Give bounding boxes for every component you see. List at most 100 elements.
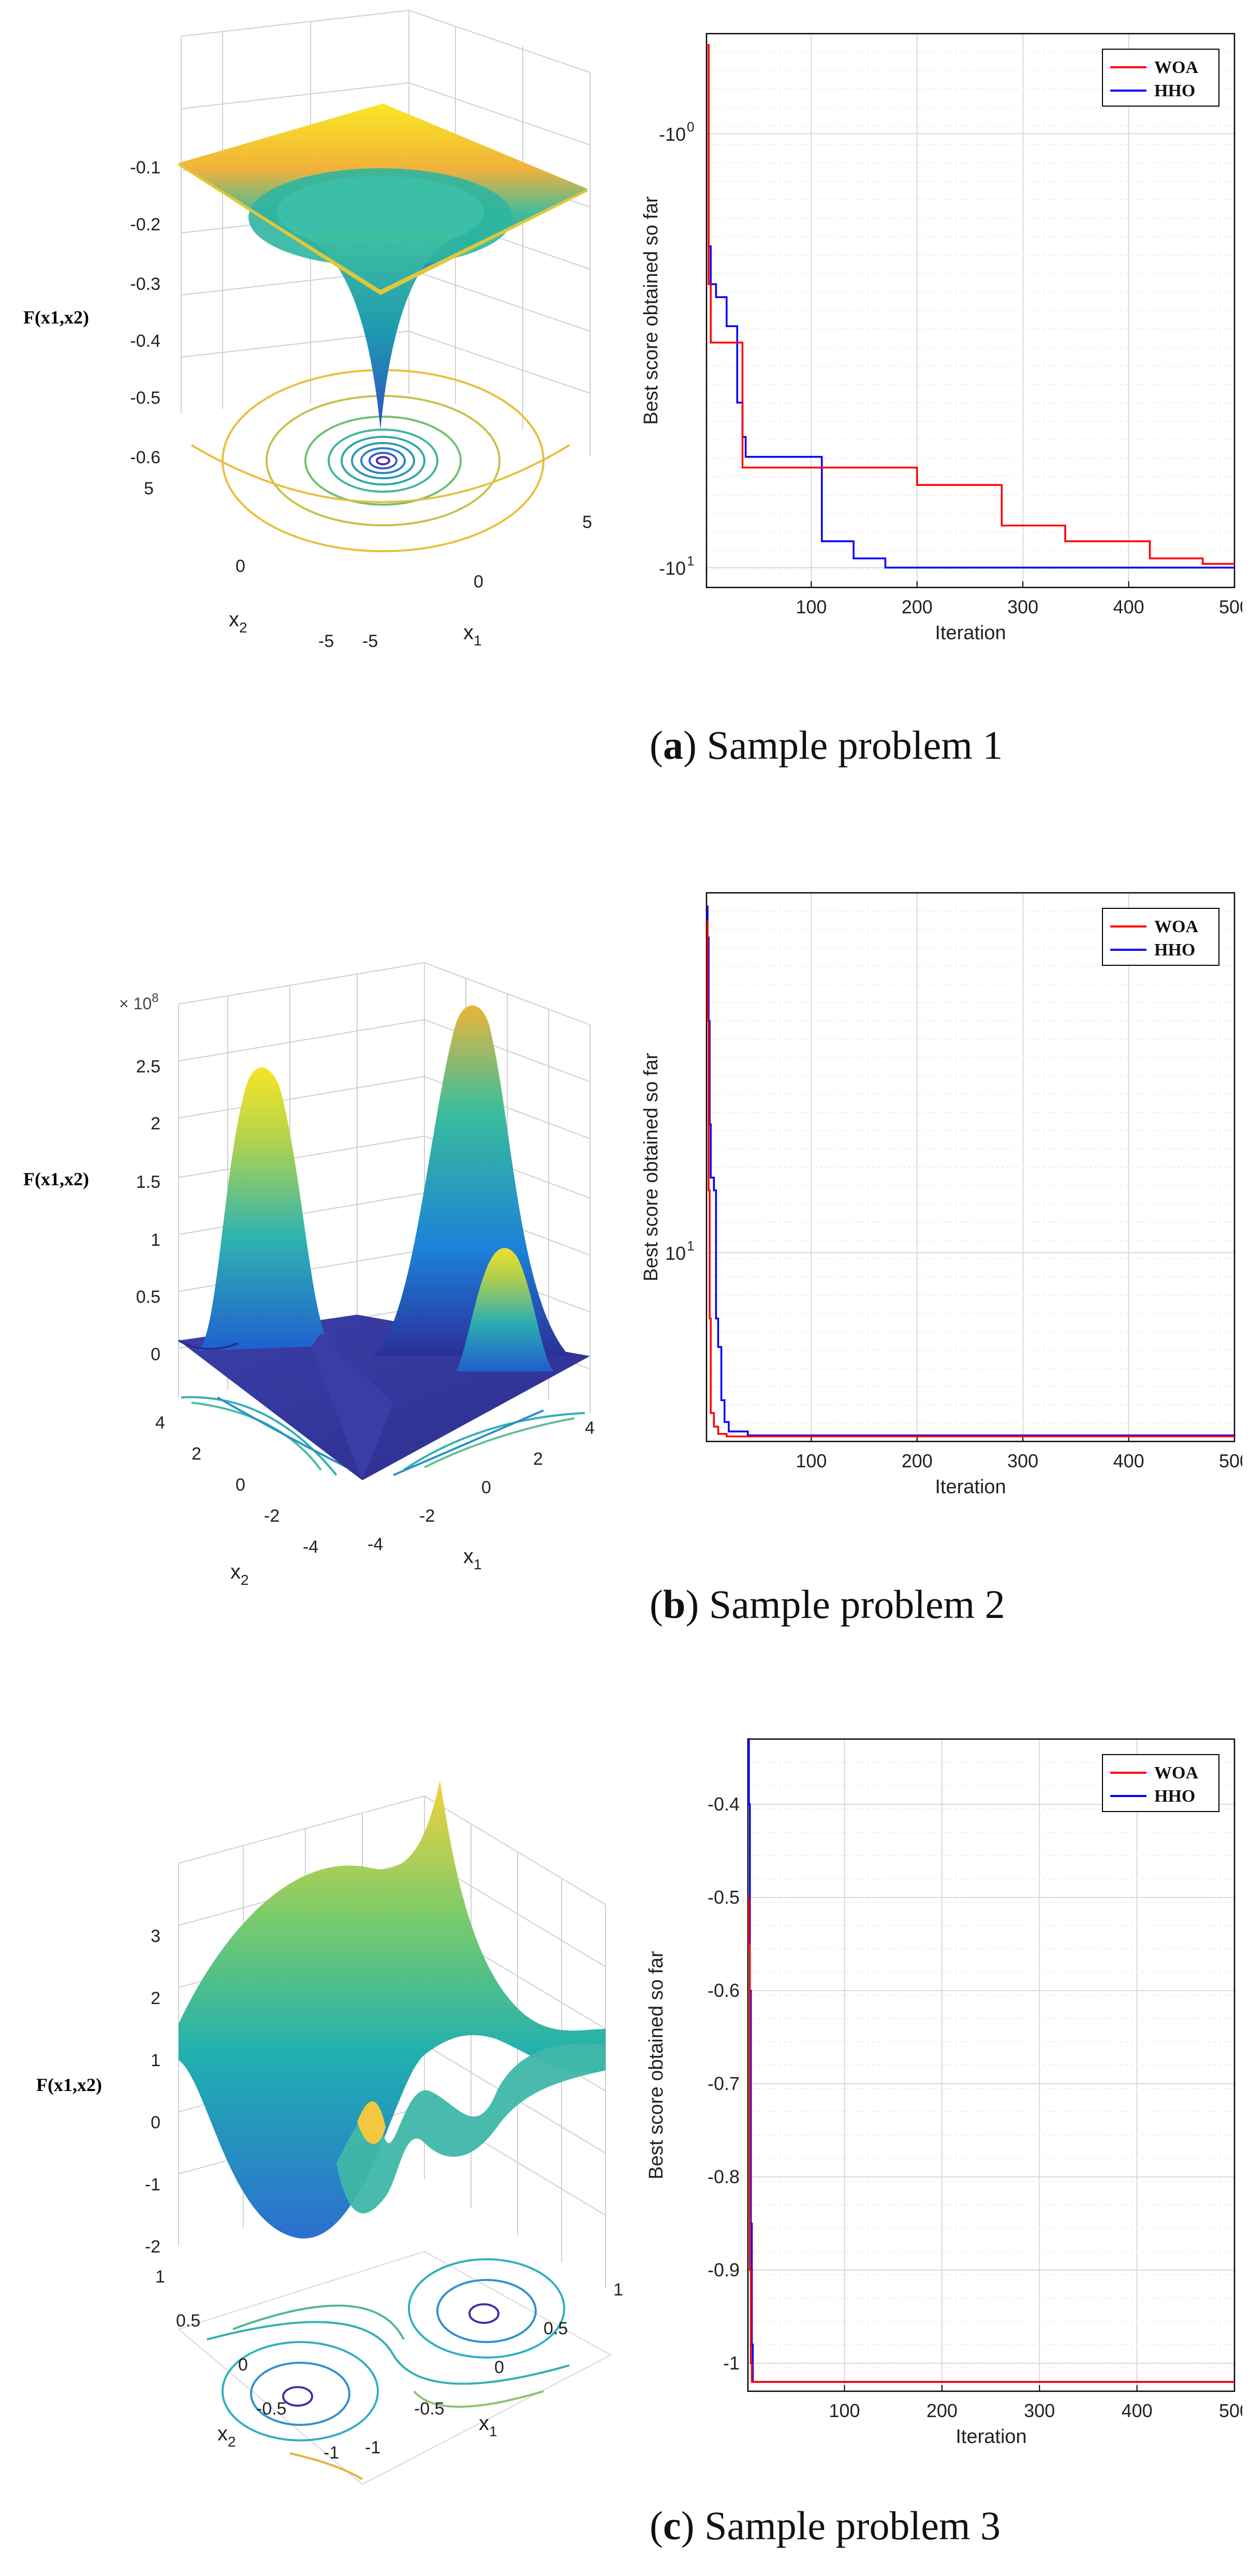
x-tick-label: 400: [1113, 1450, 1144, 1471]
y-tick-exponent: 1: [687, 1238, 694, 1254]
x-tick-label: 400: [1122, 2400, 1153, 2421]
y-tick-label: -10: [659, 124, 686, 145]
zlabel-a: F(x1,x2): [23, 307, 89, 328]
xtick: 4: [585, 1418, 595, 1438]
panel-a: -0.1 -0.2 -0.3 -0.4 -0.5 -0.6 F(x1,x2) 5…: [0, 0, 1250, 776]
y-tick-exponent: 0: [687, 119, 694, 135]
xtick: 0.5: [543, 2319, 568, 2338]
ztick: 3: [151, 1926, 160, 1946]
ytick: 0: [236, 556, 245, 576]
zlabel-b: F(x1,x2): [23, 1169, 89, 1189]
x-axis-label: Iteration: [935, 1476, 1006, 1498]
caption-a: (a) Sample problem 1: [650, 723, 1003, 768]
x-tick-label: 100: [829, 2400, 860, 2421]
x-tick-label: 300: [1007, 1450, 1038, 1471]
x-tick-label: 500: [1219, 1450, 1242, 1471]
y-axis-label: Best score obtained so far: [640, 1053, 662, 1282]
legend-label-hho: HHO: [1154, 81, 1195, 100]
xtick: -2: [419, 1506, 435, 1526]
y-tick-exponent: 1: [687, 553, 694, 569]
legend-box: [1102, 908, 1219, 966]
x-tick-label: 300: [1024, 2400, 1055, 2421]
zlabel-c: F(x1,x2): [36, 2074, 102, 2095]
legend-box: [1102, 1754, 1219, 1812]
contours-c: [177, 2250, 612, 2485]
ztick: -0.6: [130, 448, 160, 467]
ztick: -0.2: [130, 215, 160, 234]
ztick: 0.5: [136, 1287, 160, 1307]
convergence-chart-c: -0.4 -0.5 -0.6 -0.7 -0.8 -0.9 -1 100 200 300 400 50…: [645, 1738, 1242, 2448]
legend-label-hho: HHO: [1154, 940, 1195, 960]
xtick: 0: [474, 572, 483, 592]
xticks-b: -4 -2 0 2 4: [367, 1418, 595, 1554]
xticks-c: -1 -0.5 0 0.5 1: [365, 2280, 623, 2457]
convergence-chart-b: 101 100 200 300 400 500 Iteration Best score ob…: [640, 892, 1242, 1498]
surface-a: [179, 104, 587, 430]
y-tick-label: 10: [665, 1243, 686, 1264]
ytick: -4: [303, 1537, 318, 1557]
xtick: -0.5: [414, 2399, 445, 2419]
x-tick-label: 100: [796, 1450, 827, 1471]
ylabel-b: x2: [230, 1561, 249, 1588]
surface-c: [179, 1780, 606, 2239]
zticks-c: 3 2 1 0 -1 -2: [145, 1926, 160, 2257]
contours-b: [181, 1396, 585, 1476]
x-tick-label: 500: [1219, 596, 1242, 617]
xlabel-a: x1: [463, 621, 482, 649]
xtick: 2: [533, 1449, 543, 1469]
x-axis-label: Iteration: [955, 2426, 1026, 2448]
ytick: 1: [155, 2267, 165, 2287]
x-tick-label: 500: [1219, 2400, 1242, 2421]
x-axis-label: Iteration: [935, 622, 1006, 644]
surface-plot-a: -0.1 -0.2 -0.3 -0.4 -0.5 -0.6 F(x1,x2) 5…: [23, 9, 592, 651]
y-tick-label: -0.7: [708, 2073, 740, 2094]
y-tick-label: -0.4: [708, 1793, 740, 1815]
ytick: 0.5: [176, 2311, 200, 2331]
x-tick-label: 300: [1007, 596, 1038, 617]
ytick: 2: [192, 1444, 201, 1464]
caption-c: (c) Sample problem 3: [650, 2503, 1001, 2548]
ylabel-a: x2: [229, 608, 247, 636]
xtick: 1: [613, 2280, 623, 2300]
series-woa: [707, 920, 1234, 1437]
legend-label-woa: WOA: [1154, 1763, 1198, 1783]
panel-b: × 108 2.5 2 1.5 1 0.5 0 F(x1,x2) 4 2 0 -…: [0, 859, 1250, 1636]
y-tick-label: -0.5: [708, 1887, 740, 1908]
xticks-a: -5 0 5: [362, 512, 592, 651]
zticks-b: 2.5 2 1.5 1 0.5 0: [136, 1057, 160, 1364]
y-tick-label: -0.9: [708, 2259, 740, 2280]
legend-box: [1102, 49, 1219, 107]
series-woa: [707, 44, 1234, 565]
xtick: 0: [494, 2358, 504, 2377]
ztick: 0: [151, 2113, 160, 2132]
x-tick-label: 100: [796, 596, 827, 617]
y-tick-label: -1: [723, 2352, 740, 2374]
ztick: -0.3: [130, 274, 160, 294]
legend-label-hho: HHO: [1154, 1787, 1195, 1806]
y-axis-label: Best score obtained so far: [640, 196, 662, 425]
caption-b: (b) Sample problem 2: [650, 1582, 1005, 1627]
xtick: 5: [582, 512, 592, 532]
ztick: 1: [151, 1230, 160, 1250]
surface-b: [178, 1005, 590, 1480]
xtick: -4: [367, 1535, 383, 1554]
ztick: -2: [145, 2237, 160, 2257]
x-tick-label: 200: [927, 2400, 958, 2421]
xlabel-b: x1: [463, 1545, 482, 1572]
ytick: 4: [155, 1413, 165, 1433]
x-tick-label: 200: [902, 1450, 933, 1471]
ytick: -1: [323, 2443, 339, 2463]
legend-label-woa: WOA: [1154, 58, 1198, 77]
yticks-b: 4 2 0 -2 -4: [155, 1413, 318, 1557]
xtick: 0: [481, 1478, 491, 1497]
exponent-label-b: × 108: [119, 991, 159, 1013]
ztick: 1.5: [136, 1172, 160, 1192]
ztick: -1: [145, 2175, 160, 2195]
ytick: 0: [238, 2355, 248, 2375]
zticks-a: -0.1 -0.2 -0.3 -0.4 -0.5 -0.6: [130, 158, 160, 467]
x-tick-label: 400: [1113, 596, 1144, 617]
y-tick-label: -0.8: [708, 2166, 740, 2187]
y-tick-label: -0.6: [708, 1980, 740, 2001]
ztick: 1: [151, 2051, 160, 2070]
ztick: 2: [151, 1989, 160, 2008]
